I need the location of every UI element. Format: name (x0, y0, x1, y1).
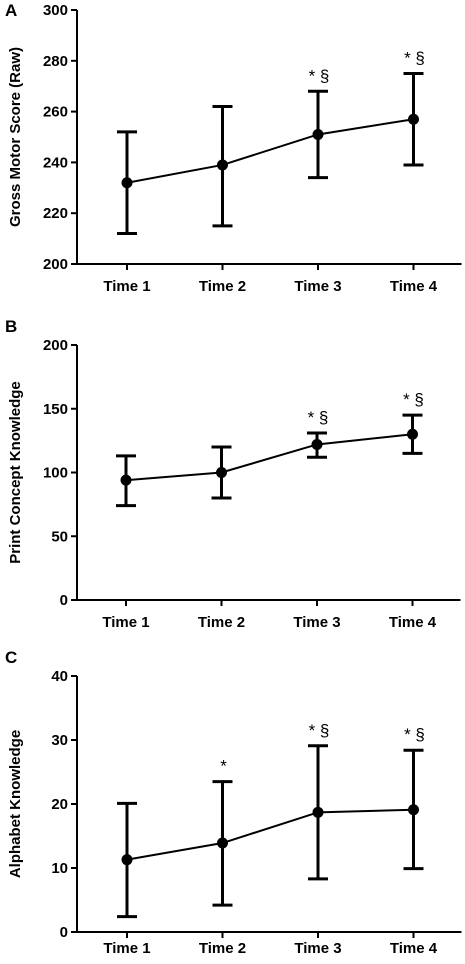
series-line (126, 808, 414, 861)
x-tick-label: Time 2 (199, 278, 246, 295)
x-tick-label: Time 2 (198, 614, 245, 631)
data-point (408, 804, 419, 816)
significance-annotation: * § (309, 721, 330, 740)
significance-annotation: * § (308, 408, 329, 427)
data-point (121, 854, 133, 866)
x-tick-label: Time 4 (390, 278, 438, 295)
panel-letter: C (5, 648, 17, 667)
data-point (312, 806, 324, 818)
y-axis-label: Gross Motor Score (Raw) (7, 47, 24, 227)
significance-annotation: * (220, 757, 227, 776)
y-tick-label: 50 (51, 528, 68, 545)
y-tick-label: 300 (43, 2, 68, 19)
y-tick-label: 280 (43, 53, 68, 70)
y-tick-label: 200 (43, 256, 68, 273)
panel-b: B 0 50 100 150 200 Time 1 Time 2 Time 3 Time 4 Pri… (5, 317, 461, 631)
x-tick-label: Time 1 (102, 614, 149, 631)
y-tick-label: 100 (43, 465, 68, 482)
data-point (407, 428, 418, 440)
y-tick-label: 0 (60, 924, 68, 941)
significance-annotation: * § (309, 66, 330, 85)
x-tick-label: Time 3 (294, 278, 341, 295)
y-tick-label: 10 (51, 860, 68, 877)
data-point (312, 128, 324, 140)
y-tick-label: 200 (43, 337, 68, 354)
x-tick-label: Time 4 (390, 940, 438, 957)
y-tick-label: 0 (60, 592, 68, 609)
data-point (217, 159, 228, 171)
x-tick-label: Time 4 (389, 614, 437, 631)
y-tick-label: 150 (43, 401, 68, 418)
data-point (120, 474, 132, 486)
x-tick-label: Time 1 (103, 940, 150, 957)
significance-annotation: * § (404, 49, 425, 68)
y-axis-label: Print Concept Knowledge (7, 381, 24, 564)
y-tick-label: 30 (51, 732, 68, 749)
panel-c: C 0 10 20 30 40 Time 1 Time 2 Time 3 Time 4 Alphab… (5, 648, 462, 957)
y-tick-label: 260 (43, 104, 68, 121)
x-tick-label: Time 3 (293, 614, 340, 631)
data-point (121, 177, 133, 189)
x-tick-label: Time 3 (294, 940, 341, 957)
panel-letter: B (5, 317, 17, 336)
data-point (408, 113, 419, 125)
y-tick-label: 240 (43, 154, 68, 171)
y-tick-label: 20 (51, 796, 68, 813)
significance-annotation: * § (403, 390, 424, 409)
data-point (216, 467, 227, 478)
y-tick-label: 220 (43, 205, 68, 222)
series-line (126, 118, 414, 184)
data-point (311, 438, 323, 450)
y-axis-label: Alphabet Knowledge (7, 730, 24, 878)
series-line (125, 433, 413, 482)
significance-annotation: * § (404, 725, 425, 744)
panel-letter: A (5, 1, 17, 20)
x-tick-label: Time 2 (199, 940, 246, 957)
y-tick-label: 40 (51, 668, 68, 685)
data-point (217, 837, 228, 849)
x-tick-label: Time 1 (103, 278, 150, 295)
panel-a: A 200 220 240 260 280 300 Time 1 Time 2 Time 3 Tim… (5, 1, 462, 295)
